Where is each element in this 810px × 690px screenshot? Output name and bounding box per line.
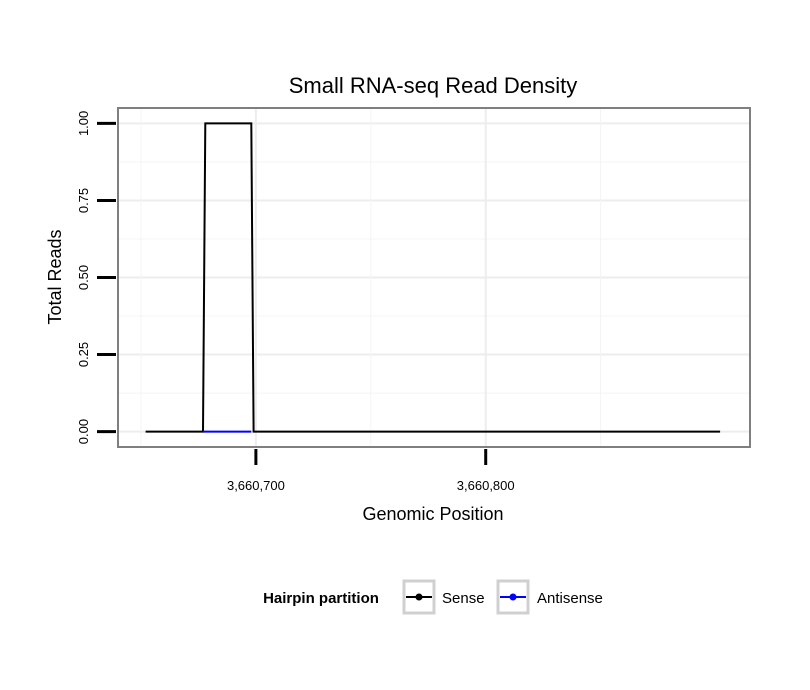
series-layer xyxy=(145,122,721,433)
y-axis: 0.00 0.25 0.50 0.75 1.00 xyxy=(76,111,116,444)
y-axis-title: Total Reads xyxy=(45,229,65,324)
legend-label-antisense: Antisense xyxy=(537,590,603,607)
legend-item-antisense: Antisense xyxy=(496,579,603,615)
legend-key-point xyxy=(509,593,517,601)
y-tick-label: 0.00 xyxy=(76,419,91,444)
legend-item-sense: Sense xyxy=(402,579,485,615)
y-tick-label: 0.25 xyxy=(76,342,91,367)
legend-title: Hairpin partition xyxy=(263,590,379,607)
x-tick-label: 3,660,700 xyxy=(227,478,285,493)
chart-title: Small RNA-seq Read Density xyxy=(289,73,578,98)
x-tick-label: 3,660,800 xyxy=(457,478,515,493)
legend-key-point xyxy=(415,593,423,601)
y-tick-label: 1.00 xyxy=(76,111,91,136)
y-tick-label: 0.75 xyxy=(76,188,91,213)
plot-border xyxy=(117,107,751,448)
x-axis: 3,660,700 3,660,800 xyxy=(227,449,515,493)
series-line-sense xyxy=(145,122,721,433)
legend: Hairpin partition Sense Antisense xyxy=(263,579,603,615)
y-tick-label: 0.50 xyxy=(76,265,91,290)
legend-label-sense: Sense xyxy=(442,590,485,607)
x-axis-title: Genomic Position xyxy=(362,504,503,524)
